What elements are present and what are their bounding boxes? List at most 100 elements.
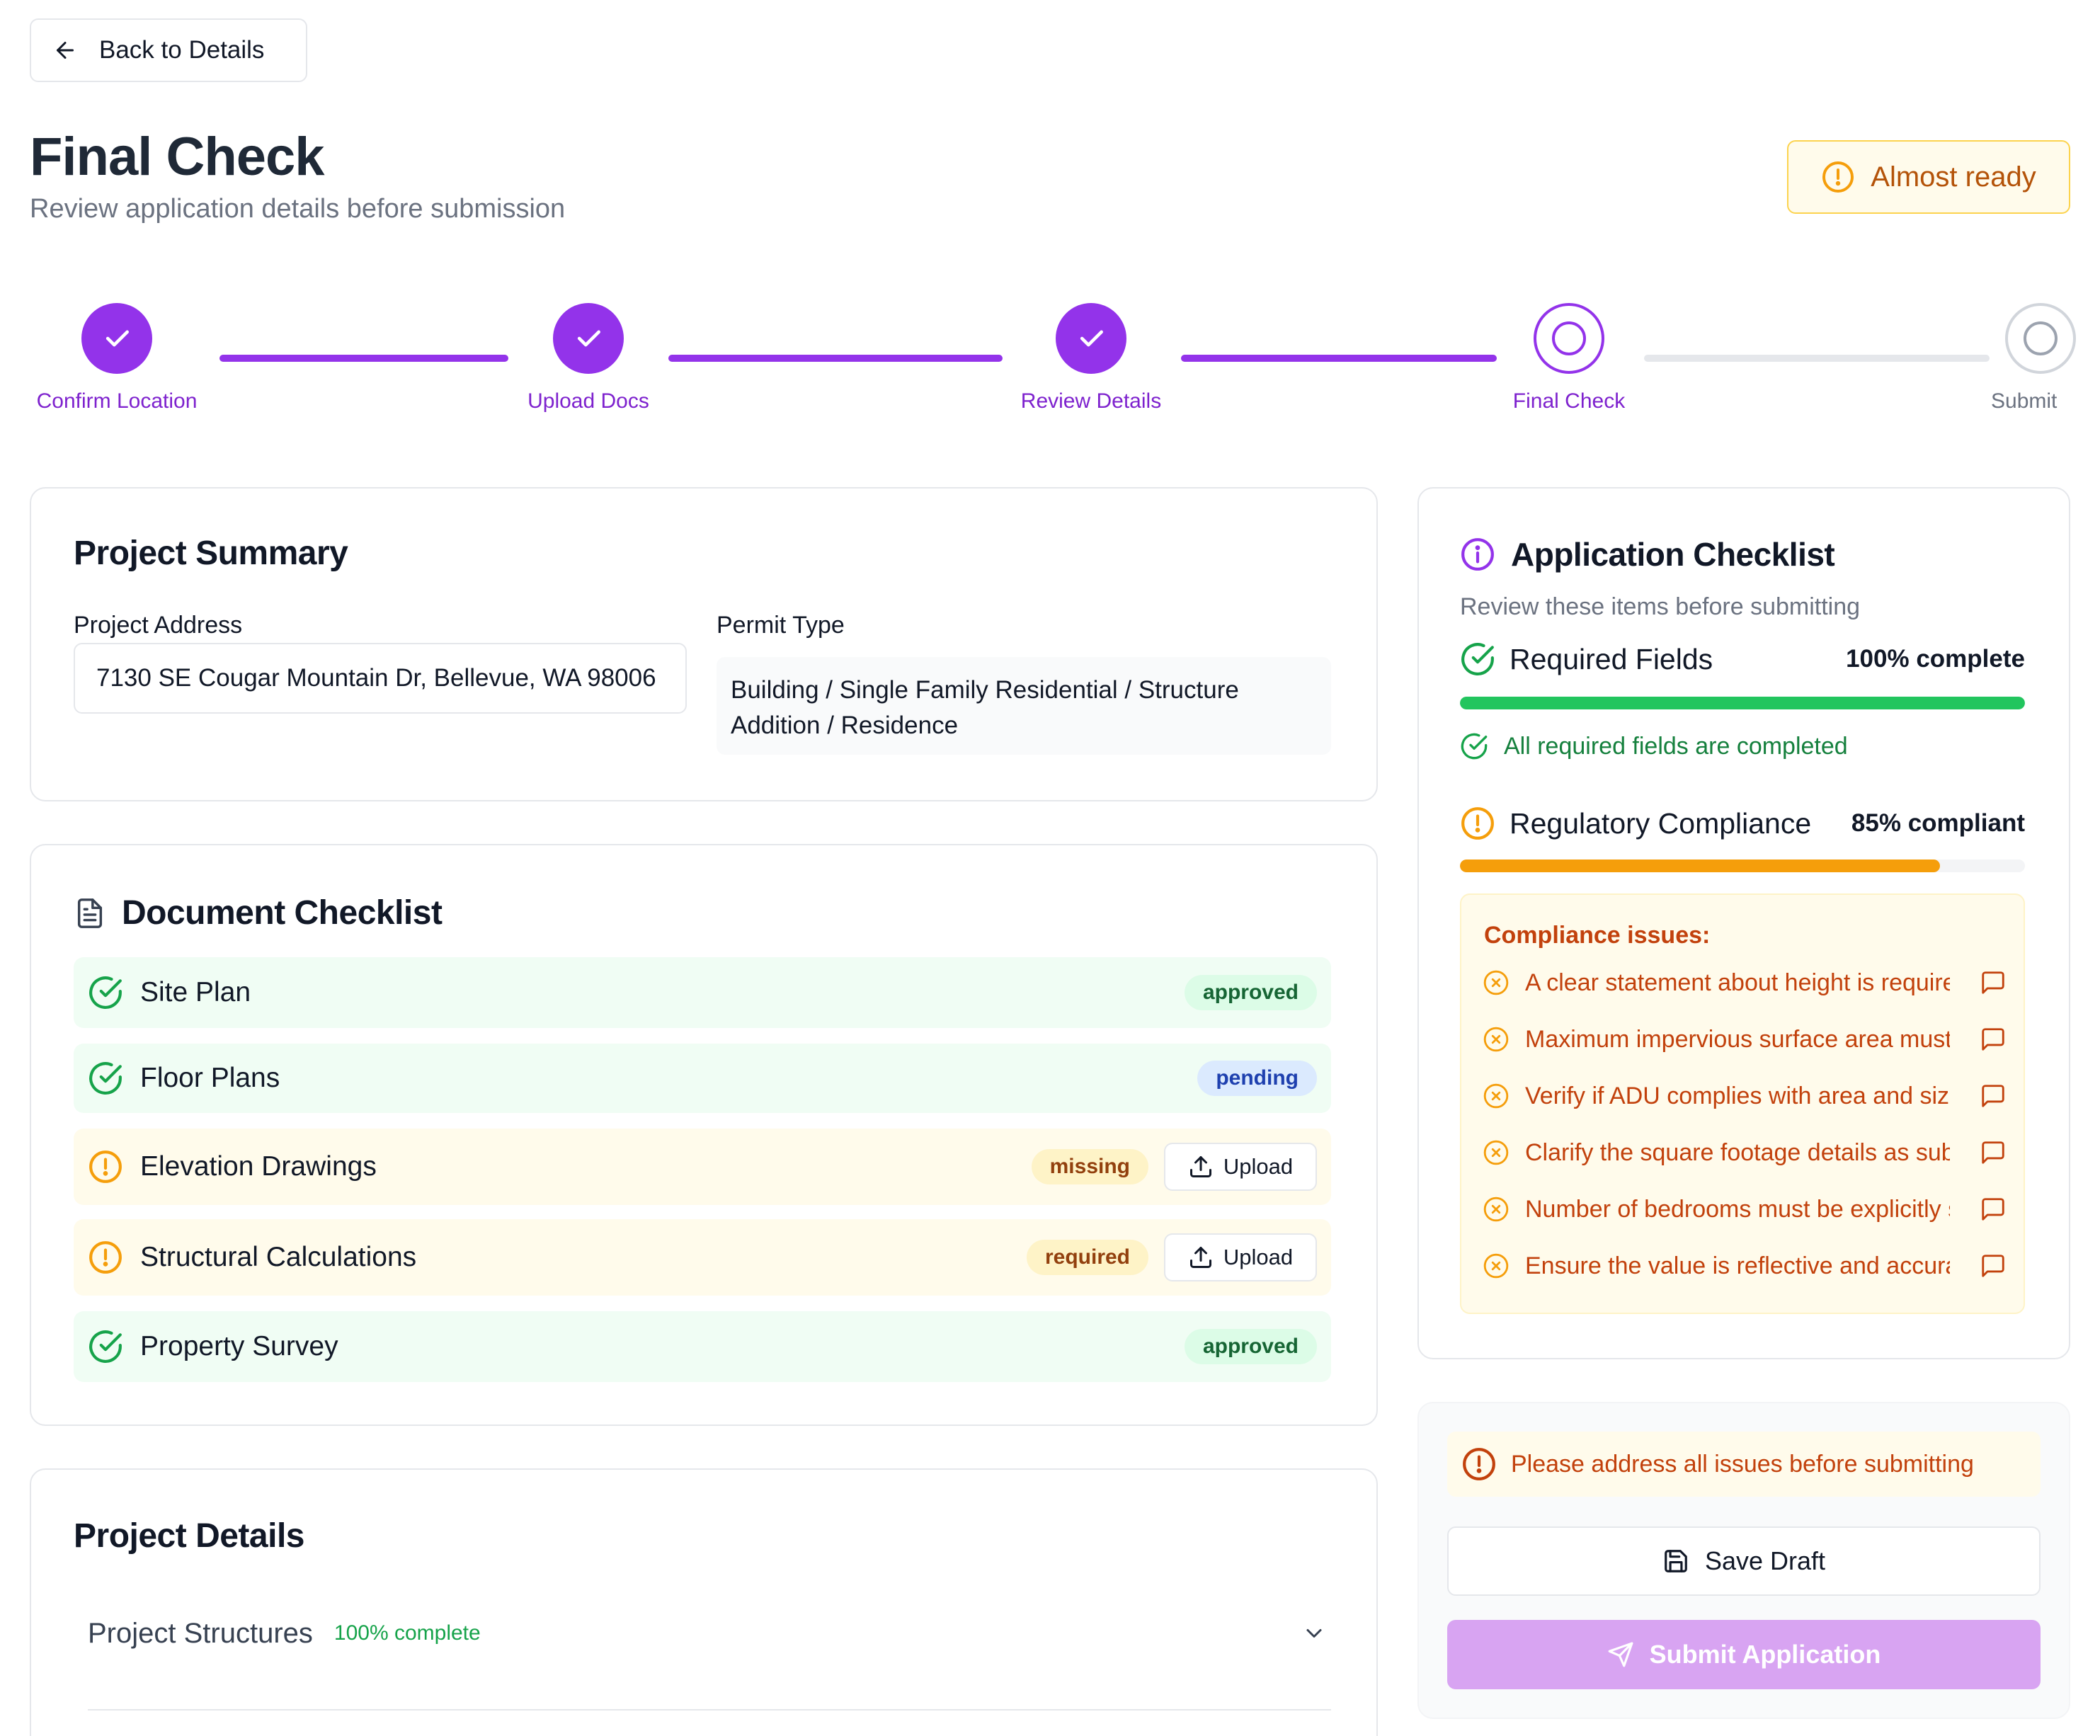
required-fields-progress-fill bbox=[1460, 697, 2025, 709]
step-connector bbox=[1181, 355, 1497, 362]
document-row-elevation-drawings: Elevation Drawings missing Upload bbox=[74, 1129, 1331, 1205]
compliance-issue-text: Ensure the value is reflective and accur… bbox=[1525, 1252, 1950, 1279]
upload-button-label: Upload bbox=[1223, 1154, 1294, 1179]
status-badge: Almost ready bbox=[1787, 140, 2070, 214]
circle-icon bbox=[2024, 321, 2058, 355]
step-circle-review-details[interactable] bbox=[1056, 303, 1126, 374]
project-details-title: Project Details bbox=[74, 1517, 304, 1555]
compliance-issue-item: Number of bedrooms must be explicitly st… bbox=[1483, 1189, 2007, 1229]
comment-icon[interactable] bbox=[1980, 1196, 2007, 1223]
status-badge-label: Almost ready bbox=[1871, 161, 2036, 193]
project-address-field[interactable]: 7130 SE Cougar Mountain Dr, Bellevue, WA… bbox=[74, 643, 687, 714]
comment-icon[interactable] bbox=[1980, 1252, 2007, 1279]
status-badge: required bbox=[1026, 1240, 1148, 1275]
document-name: Property Survey bbox=[140, 1331, 338, 1361]
project-address-label: Project Address bbox=[74, 612, 243, 639]
step-circle-upload-docs[interactable] bbox=[553, 303, 624, 374]
circle-icon bbox=[1552, 321, 1586, 355]
step-label-confirm-location: Confirm Location bbox=[36, 389, 198, 413]
required-fields-label: Required Fields bbox=[1510, 642, 1713, 675]
upload-button[interactable]: Upload bbox=[1164, 1143, 1317, 1191]
divider bbox=[88, 1709, 1331, 1711]
back-button-label: Back to Details bbox=[99, 36, 265, 64]
document-row-structural-calculations: Structural Calculations required Upload bbox=[74, 1219, 1331, 1296]
step-label-upload-docs: Upload Docs bbox=[527, 389, 649, 413]
comment-icon[interactable] bbox=[1980, 1083, 2007, 1109]
compliance-issue-item: Ensure the value is reflective and accur… bbox=[1483, 1246, 2007, 1286]
document-name: Floor Plans bbox=[140, 1063, 280, 1093]
compliance-issues-title: Compliance issues: bbox=[1484, 922, 1711, 949]
application-checklist-subtitle: Review these items before submitting bbox=[1460, 593, 1861, 620]
document-row-property-survey: Property Survey approved bbox=[74, 1311, 1331, 1382]
x-circle-icon bbox=[1483, 1140, 1509, 1165]
step-label-review-details: Review Details bbox=[1020, 389, 1162, 413]
submit-warning-text: Please address all issues before submitt… bbox=[1511, 1450, 1974, 1478]
document-checklist-title: Document Checklist bbox=[122, 894, 443, 932]
x-circle-icon bbox=[1483, 1253, 1509, 1279]
status-badge: pending bbox=[1197, 1061, 1317, 1096]
status-badge: missing bbox=[1031, 1149, 1148, 1184]
chevron-down-icon bbox=[1306, 1629, 1322, 1638]
compliance-issue-text: Clarify the square footage details as su… bbox=[1525, 1138, 1950, 1166]
compliance-label: Regulatory Compliance bbox=[1510, 806, 1812, 840]
compliance-issue-item: Maximum impervious surface area must be … bbox=[1483, 1020, 2007, 1059]
upload-button-label: Upload bbox=[1223, 1245, 1294, 1269]
check-circle-icon bbox=[1461, 643, 1494, 675]
step-connector bbox=[1644, 355, 1990, 362]
compliance-issue-text: A clear statement about height is requir… bbox=[1525, 969, 1950, 996]
x-circle-icon bbox=[1483, 1027, 1509, 1052]
compliance-issue-item: Clarify the square footage details as su… bbox=[1483, 1133, 2007, 1172]
application-checklist-header: Application Checklist bbox=[1460, 535, 1835, 573]
step-circle-submit[interactable] bbox=[2005, 303, 2076, 374]
step-circle-final-check[interactable] bbox=[1534, 303, 1604, 374]
alert-circle-icon bbox=[1461, 807, 1494, 840]
page-subtitle: Review application details before submis… bbox=[30, 194, 566, 224]
x-circle-icon bbox=[1483, 1197, 1509, 1222]
compliance-issue-item: Verify if ADU complies with area and siz… bbox=[1483, 1076, 2007, 1116]
status-badge: approved bbox=[1184, 1329, 1317, 1364]
step-circle-confirm-location[interactable] bbox=[81, 303, 152, 374]
upload-icon bbox=[1189, 1156, 1211, 1177]
send-icon bbox=[1608, 1642, 1633, 1667]
alert-circle-icon bbox=[89, 1241, 122, 1274]
submit-warning-banner: Please address all issues before submitt… bbox=[1447, 1432, 2041, 1497]
project-structures-accordion[interactable]: Project Structures 100% complete bbox=[88, 1611, 1327, 1655]
back-to-details-button[interactable]: Back to Details bbox=[30, 18, 307, 82]
compliance-issues-box: Compliance issues: A clear statement abo… bbox=[1460, 893, 2025, 1314]
document-row-site-plan: Site Plan approved bbox=[74, 957, 1331, 1028]
submit-application-label: Submit Application bbox=[1649, 1640, 1881, 1669]
application-checklist-title: Application Checklist bbox=[1511, 536, 1835, 573]
check-circle-icon bbox=[89, 976, 122, 1009]
required-fields-row: Required Fields 100% complete bbox=[1460, 641, 2025, 677]
save-icon bbox=[1665, 1550, 1687, 1572]
compliance-issue-text: Number of bedrooms must be explicitly st… bbox=[1525, 1195, 1950, 1223]
x-circle-icon bbox=[1483, 970, 1509, 995]
accordion-progress: 100% complete bbox=[333, 1621, 481, 1645]
check-icon bbox=[1080, 330, 1103, 347]
alert-circle-icon bbox=[1463, 1448, 1495, 1480]
upload-button[interactable]: Upload bbox=[1164, 1233, 1317, 1281]
compliance-issue-text: Maximum impervious surface area must be … bbox=[1525, 1025, 1950, 1053]
check-circle-icon bbox=[89, 1330, 122, 1363]
step-label-submit: Submit bbox=[1991, 389, 2058, 413]
x-circle-icon bbox=[1483, 1083, 1509, 1109]
page-title: Final Check bbox=[30, 127, 325, 187]
submit-application-button[interactable]: Submit Application bbox=[1447, 1620, 2041, 1689]
document-name: Structural Calculations bbox=[140, 1242, 417, 1272]
comment-icon[interactable] bbox=[1980, 1139, 2007, 1166]
permit-type-value: Building / Single Family Residential / S… bbox=[717, 657, 1331, 755]
check-circle-icon bbox=[89, 1062, 122, 1095]
required-fields-percent: 100% complete bbox=[1846, 645, 2025, 673]
check-icon bbox=[577, 330, 600, 347]
compliance-progress-bar bbox=[1460, 860, 2025, 872]
alert-circle-icon bbox=[89, 1150, 122, 1183]
required-fields-progress-bar bbox=[1460, 697, 2025, 709]
compliance-row: Regulatory Compliance 85% compliant bbox=[1460, 806, 2025, 841]
required-fields-note-text: All required fields are completed bbox=[1504, 732, 1848, 760]
project-summary-title: Project Summary bbox=[74, 535, 348, 572]
alert-circle-icon bbox=[1822, 161, 1854, 193]
permit-type-label: Permit Type bbox=[717, 612, 845, 639]
comment-icon[interactable] bbox=[1980, 1026, 2007, 1053]
comment-icon[interactable] bbox=[1980, 969, 2007, 996]
save-draft-button[interactable]: Save Draft bbox=[1447, 1526, 2041, 1596]
